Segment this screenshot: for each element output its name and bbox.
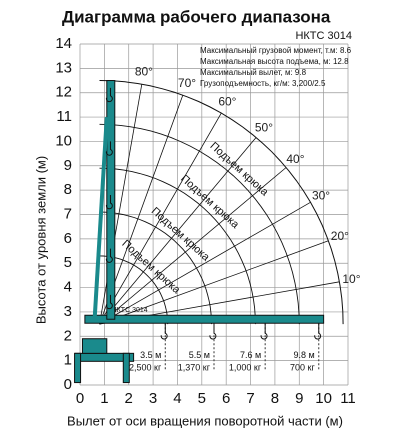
angle-label: 20°	[331, 229, 349, 243]
reach-label: 9.8 м	[294, 350, 315, 360]
angle-label: 30°	[312, 188, 330, 202]
hook	[105, 248, 113, 263]
base	[81, 338, 108, 354]
hook	[314, 323, 322, 340]
x-tick-label: 2	[125, 390, 133, 407]
y-tick-label: 9	[64, 157, 72, 174]
x-tick-label: 1	[100, 390, 108, 407]
boom-horizontal	[84, 314, 325, 324]
x-tick-label: 11	[340, 390, 356, 407]
angle-line	[99, 167, 287, 325]
spec-line: Максимальный вылет, м: 9.8	[200, 68, 307, 77]
reach-label: 7.6 м	[240, 350, 261, 360]
boom-label: НКТС 3014	[112, 307, 148, 314]
y-tick-label: 0	[64, 376, 72, 393]
x-tick-label: 10	[315, 390, 332, 407]
reach-label: 3.5 м	[140, 350, 161, 360]
x-tick-label: 0	[76, 390, 84, 407]
hook-curve	[99, 255, 169, 325]
y-tick-label: 4	[64, 279, 72, 296]
angle-label: 40°	[286, 152, 304, 166]
hook-curve	[99, 211, 213, 325]
reach-label: 5.5 м	[189, 350, 210, 360]
angle-label: 10°	[342, 272, 360, 286]
y-tick-label: 5	[64, 254, 72, 271]
y-tick-label: 1	[64, 352, 72, 369]
x-tick-label: 9	[295, 390, 303, 407]
y-tick-label: 12	[55, 84, 72, 101]
x-tick-label: 8	[271, 390, 279, 407]
hook	[260, 323, 268, 340]
outrigger	[74, 352, 82, 384]
y-tick-label: 14	[55, 35, 72, 52]
load-label: 1,370 кг	[178, 362, 211, 372]
hook-curve-label: Подъем крюка	[178, 173, 242, 232]
angle-line	[99, 201, 311, 325]
model: НКТС 3014	[295, 30, 352, 42]
hook	[105, 294, 113, 310]
load-label: 1,000 кг	[229, 362, 262, 372]
y-axis-label: Высота от уровня земли (м)	[33, 156, 48, 324]
hook-curve	[99, 123, 300, 325]
x-axis-label: Вылет от оси вращения поворотной части (…	[67, 413, 343, 428]
y-tick-label: 8	[64, 181, 72, 198]
x-tick-label: 5	[198, 390, 206, 407]
outrigger	[122, 352, 130, 384]
y-tick-label: 13	[55, 59, 72, 76]
hook	[105, 87, 113, 103]
hook	[105, 195, 113, 210]
x-tick-label: 7	[246, 390, 254, 407]
y-tick-label: 3	[64, 303, 72, 320]
angle-label: 50°	[255, 120, 273, 134]
spec-line: Максимальный грузовой момент, т.м: 8.6	[200, 46, 352, 55]
y-tick-label: 10	[55, 132, 72, 149]
angle-line	[99, 137, 257, 325]
spec-line: Грузоподъемность, кг/м: 3,200/2.5	[200, 79, 326, 88]
y-tick-label: 6	[64, 230, 72, 247]
x-tick-label: 3	[149, 390, 157, 407]
angle-line	[99, 112, 222, 325]
angle-line	[99, 240, 329, 325]
hook-curve-label: Подъем крюка	[149, 205, 213, 264]
y-tick-label: 7	[64, 205, 72, 222]
range-arc	[99, 80, 344, 325]
hook	[105, 141, 113, 156]
hook	[209, 323, 217, 340]
angle-label: 60°	[218, 95, 236, 109]
spec-line: Максимальная высота подъема, м: 12.8	[200, 57, 349, 66]
angle-label: 80°	[135, 64, 153, 78]
boom-40	[92, 116, 109, 320]
hook	[160, 323, 168, 340]
load-label: 700 кг	[290, 362, 315, 372]
x-tick-label: 4	[173, 390, 181, 407]
angle-label: 70°	[178, 76, 196, 90]
y-tick-label: 2	[64, 327, 72, 344]
x-tick-label: 6	[222, 390, 230, 407]
chart-title: Диаграмма рабочего диапазона	[62, 7, 331, 26]
hook-curve	[99, 167, 256, 325]
y-tick-label: 11	[56, 108, 72, 125]
load-label: 2,500 кг	[129, 362, 162, 372]
